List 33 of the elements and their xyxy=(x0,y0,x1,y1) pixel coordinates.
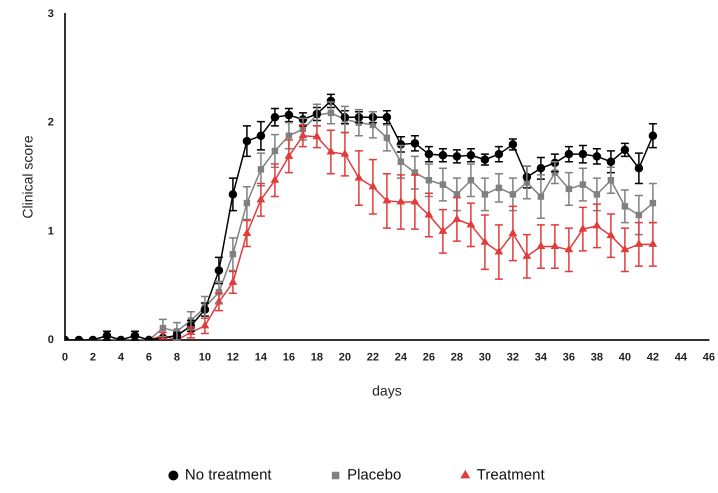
y-tick-label: 3 xyxy=(48,8,54,20)
x-tick-label: 8 xyxy=(174,352,180,364)
legend-label: Placebo xyxy=(347,466,402,484)
x-tick-label: 42 xyxy=(646,352,660,364)
x-tick-label: 12 xyxy=(226,352,240,364)
x-tick-label: 16 xyxy=(282,352,296,364)
y-axis-title: Clinical score xyxy=(19,135,36,219)
x-axis-title: days xyxy=(372,382,402,398)
x-tick-label: 30 xyxy=(478,352,492,364)
x-tick-label: 2 xyxy=(90,352,96,364)
x-tick-label: 26 xyxy=(422,352,436,364)
x-tick-label: 24 xyxy=(394,352,408,364)
legend-label: Treatment xyxy=(476,466,546,484)
x-tick-label: 14 xyxy=(254,352,268,364)
y-tick-label: 1 xyxy=(48,225,54,238)
x-tick-label: 10 xyxy=(198,352,212,364)
x-tick-label: 22 xyxy=(366,352,380,364)
x-tick-label: 38 xyxy=(590,352,604,364)
legend-label: No treatment xyxy=(184,466,272,484)
x-tick-label: 34 xyxy=(534,352,548,364)
x-tick-label: 44 xyxy=(674,352,688,364)
x-tick-label: 18 xyxy=(310,352,324,364)
x-tick-label: 0 xyxy=(62,352,68,364)
x-tick-label: 6 xyxy=(146,352,152,364)
x-tick-label: 46 xyxy=(702,352,716,364)
x-tick-label: 20 xyxy=(338,352,352,364)
x-tick-label: 36 xyxy=(562,352,576,364)
y-tick-label: 0 xyxy=(48,334,54,346)
x-tick-label: 4 xyxy=(118,352,125,364)
x-tick-label: 32 xyxy=(506,352,520,364)
x-tick-label: 28 xyxy=(450,352,464,364)
x-tick-label: 40 xyxy=(618,352,632,364)
y-tick-label: 2 xyxy=(48,116,54,129)
